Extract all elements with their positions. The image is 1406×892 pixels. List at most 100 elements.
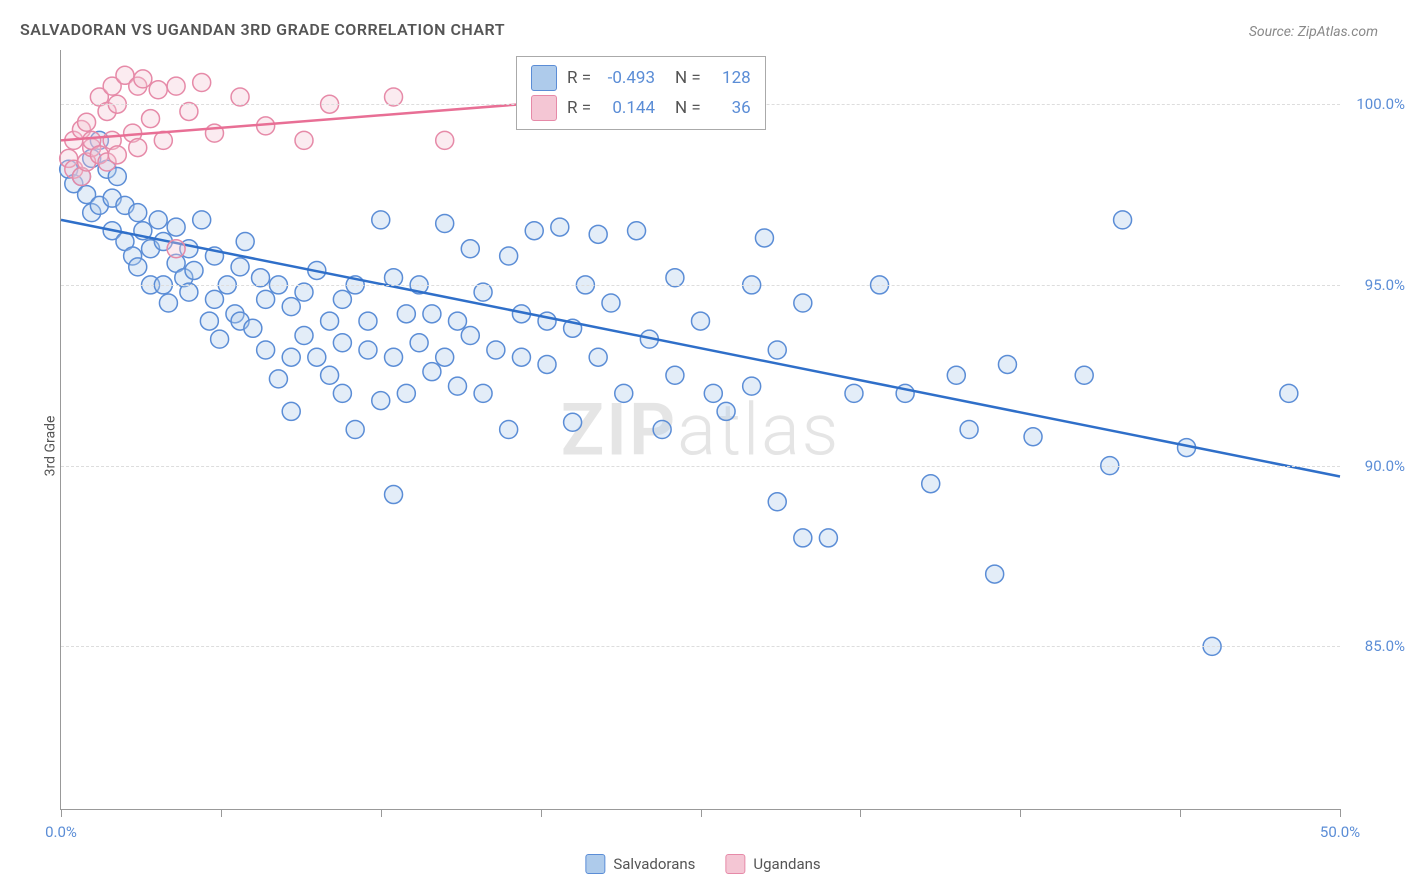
legend-item-salvadorans: Salvadorans xyxy=(585,854,695,874)
scatter-point xyxy=(397,305,415,323)
x-tick xyxy=(221,809,222,817)
scatter-point xyxy=(615,384,633,402)
gridline-h xyxy=(61,466,1340,467)
stat-n-value: 36 xyxy=(711,98,751,118)
scatter-point xyxy=(1024,428,1042,446)
scatter-point xyxy=(768,493,786,511)
scatter-point xyxy=(282,298,300,316)
scatter-point xyxy=(236,233,254,251)
scatter-point xyxy=(602,294,620,312)
stat-r-value: -0.493 xyxy=(601,68,655,88)
stat-n-label: N = xyxy=(675,98,701,118)
scatter-point xyxy=(512,348,530,366)
chart-container: SALVADORAN VS UGANDAN 3RD GRADE CORRELAT… xyxy=(0,0,1406,892)
stat-r-value: 0.144 xyxy=(601,98,655,118)
y-tick-label: 95.0% xyxy=(1365,276,1405,294)
stat-swatch xyxy=(531,65,557,91)
scatter-point xyxy=(211,330,229,348)
scatter-point xyxy=(743,377,761,395)
scatter-point xyxy=(372,211,390,229)
scatter-point xyxy=(628,222,646,240)
scatter-point xyxy=(200,312,218,330)
scatter-point xyxy=(436,214,454,232)
scatter-point xyxy=(149,211,167,229)
legend-bottom: Salvadorans Ugandans xyxy=(585,854,820,874)
scatter-point xyxy=(461,240,479,258)
plot-svg xyxy=(61,50,1340,809)
scatter-point xyxy=(998,355,1016,373)
scatter-point xyxy=(385,486,403,504)
scatter-point xyxy=(704,384,722,402)
scatter-point xyxy=(231,258,249,276)
scatter-point xyxy=(167,240,185,258)
scatter-point xyxy=(717,402,735,420)
stat-swatch xyxy=(531,95,557,121)
scatter-point xyxy=(244,319,262,337)
scatter-point xyxy=(1280,384,1298,402)
stats-box: R =-0.493N =128R =0.144N =36 xyxy=(516,56,766,130)
scatter-point xyxy=(461,327,479,345)
scatter-point xyxy=(589,348,607,366)
scatter-point xyxy=(193,74,211,92)
scatter-point xyxy=(333,334,351,352)
scatter-point xyxy=(986,565,1004,583)
scatter-point xyxy=(295,131,313,149)
scatter-point xyxy=(436,131,454,149)
scatter-point xyxy=(359,312,377,330)
scatter-point xyxy=(500,247,518,265)
stats-row: R =-0.493N =128 xyxy=(531,63,751,93)
scatter-point xyxy=(423,363,441,381)
scatter-point xyxy=(167,218,185,236)
scatter-point xyxy=(321,312,339,330)
scatter-point xyxy=(819,529,837,547)
scatter-point xyxy=(474,384,492,402)
scatter-point xyxy=(308,348,326,366)
x-tick-label: 0.0% xyxy=(45,823,77,841)
y-tick-label: 85.0% xyxy=(1365,637,1405,655)
scatter-point xyxy=(134,70,152,88)
scatter-point xyxy=(167,77,185,95)
scatter-point xyxy=(947,366,965,384)
scatter-point xyxy=(653,421,671,439)
scatter-point xyxy=(794,294,812,312)
scatter-point xyxy=(129,139,147,157)
stat-r-label: R = xyxy=(567,68,591,88)
trend-line xyxy=(61,220,1340,477)
scatter-point xyxy=(525,222,543,240)
scatter-point xyxy=(385,348,403,366)
x-tick xyxy=(701,809,702,817)
y-tick-label: 90.0% xyxy=(1365,457,1405,475)
y-tick-label: 100.0% xyxy=(1356,95,1405,113)
scatter-point xyxy=(159,294,177,312)
scatter-point xyxy=(397,384,415,402)
scatter-point xyxy=(78,113,96,131)
scatter-point xyxy=(500,421,518,439)
plot-area: ZIPatlas 85.0%90.0%95.0%100.0%0.0%50.0% xyxy=(60,50,1340,810)
scatter-point xyxy=(185,261,203,279)
scatter-point xyxy=(269,370,287,388)
scatter-point xyxy=(448,312,466,330)
legend-label-ugandans: Ugandans xyxy=(753,855,820,873)
x-tick xyxy=(381,809,382,817)
legend-label-salvadorans: Salvadorans xyxy=(613,855,695,873)
scatter-point xyxy=(282,348,300,366)
scatter-point xyxy=(129,204,147,222)
scatter-point xyxy=(794,529,812,547)
scatter-point xyxy=(564,413,582,431)
scatter-point xyxy=(295,327,313,345)
gridline-h xyxy=(61,646,1340,647)
scatter-point xyxy=(538,355,556,373)
x-tick xyxy=(1020,809,1021,817)
x-tick xyxy=(1340,809,1341,817)
scatter-point xyxy=(257,341,275,359)
scatter-point xyxy=(359,341,377,359)
stat-n-value: 128 xyxy=(711,68,751,88)
scatter-point xyxy=(960,421,978,439)
scatter-point xyxy=(768,341,786,359)
scatter-point xyxy=(448,377,466,395)
x-tick-label: 50.0% xyxy=(1320,823,1360,841)
scatter-point xyxy=(372,392,390,410)
source-label: Source: ZipAtlas.com xyxy=(1249,24,1378,40)
legend-swatch-salvadorans xyxy=(585,854,605,874)
scatter-point xyxy=(1114,211,1132,229)
